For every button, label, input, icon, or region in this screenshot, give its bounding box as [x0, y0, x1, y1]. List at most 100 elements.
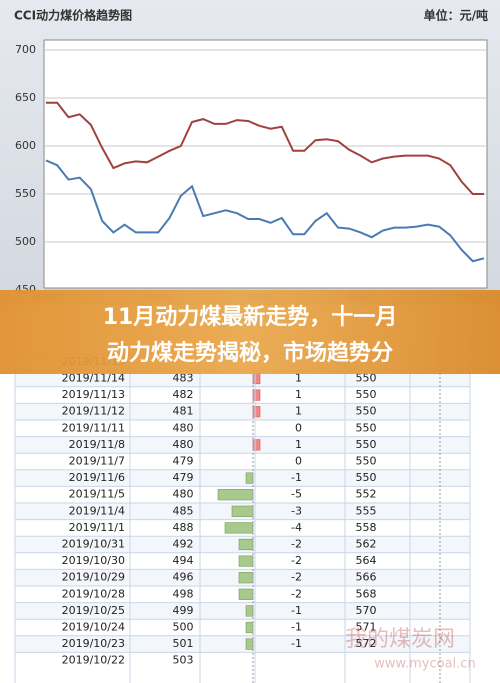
price-cell: 481: [173, 405, 194, 418]
change-cell: -2: [291, 587, 302, 600]
date-cell: 2019/11/4: [69, 504, 125, 517]
price2-cell: 570: [356, 604, 377, 617]
price-cell: 480: [173, 488, 194, 501]
date-cell: 2019/10/23: [62, 637, 125, 650]
change-cell: -3: [291, 504, 302, 517]
banner-line: 动力煤走势揭秘，市场趋势分: [107, 340, 393, 366]
row-stripe: [15, 370, 470, 387]
change-bar: [252, 406, 261, 418]
date-cell: 2019/11/7: [69, 455, 125, 468]
change-cell: -4: [291, 521, 302, 534]
banner: [0, 290, 500, 374]
price-cell: 501: [173, 637, 194, 650]
change-cell: 1: [295, 438, 302, 451]
date-cell: 2019/11/5: [69, 488, 125, 501]
price2-cell: 550: [356, 455, 377, 468]
change-cell: -2: [291, 554, 302, 567]
price-cell: 499: [173, 604, 194, 617]
date-cell: 2019/10/31: [62, 538, 125, 551]
change-bar: [252, 439, 261, 451]
y-tick-label: 650: [15, 91, 36, 104]
change-bar: [245, 638, 254, 650]
change-cell: -1: [291, 471, 302, 484]
price2-cell: 550: [356, 438, 377, 451]
price-cell: 479: [173, 471, 194, 484]
price-cell: 500: [173, 621, 194, 634]
change-cell: -2: [291, 538, 302, 551]
change-bar: [245, 472, 254, 484]
change-cell: 0: [295, 455, 302, 468]
chart-title: CCI动力煤价格趋势图: [14, 8, 132, 23]
unit-label: 单位：元/吨: [424, 8, 488, 23]
date-cell: 2019/11/14: [62, 372, 125, 385]
price-cell: 480: [173, 438, 194, 451]
price-cell: 483: [173, 372, 194, 385]
price-cell: 494: [173, 554, 194, 567]
row-stripe: [15, 469, 470, 487]
price-cell: 496: [173, 571, 194, 584]
change-bar: [238, 588, 254, 600]
date-cell: 2019/11/11: [62, 421, 125, 434]
date-cell: 2019/10/29: [62, 571, 125, 584]
price2-cell: 566: [356, 571, 377, 584]
change-bar: [252, 389, 261, 401]
price2-cell: 550: [356, 372, 377, 385]
date-cell: 2019/11/6: [69, 471, 125, 484]
change-cell: -1: [291, 604, 302, 617]
price2-cell: 571: [356, 621, 377, 634]
change-bar: [238, 538, 254, 551]
y-tick-label: 600: [15, 139, 36, 152]
change-cell: -1: [291, 621, 302, 634]
change-cell: 1: [295, 372, 302, 385]
price-cell: 479: [173, 455, 194, 468]
change-cell: -5: [291, 488, 302, 501]
date-cell: 2019/11/13: [62, 388, 125, 401]
price-cell: 488: [173, 521, 194, 534]
watermark-url: www.mycoal.cn: [374, 657, 475, 672]
series-line: [46, 101, 484, 195]
price-cell: 485: [173, 504, 194, 517]
change-bar: [224, 522, 254, 534]
change-bar: [252, 372, 261, 385]
row-stripe: [15, 602, 470, 620]
change-bar: [245, 621, 254, 634]
change-bar: [238, 555, 254, 567]
y-tick-label: 500: [15, 235, 36, 248]
y-tick-label: 550: [15, 187, 36, 200]
change-bar: [238, 572, 254, 584]
price2-cell: 550: [356, 471, 377, 484]
change-cell: -1: [291, 637, 302, 650]
date-cell: 2019/11/12: [62, 405, 125, 418]
date-cell: 2019/10/22: [62, 654, 125, 667]
price2-cell: 568: [356, 587, 377, 600]
price2-cell: 572: [356, 637, 377, 650]
change-cell: 1: [295, 405, 302, 418]
price-cell: 482: [173, 388, 194, 401]
change-cell: 0: [295, 421, 302, 434]
change-cell: -2: [291, 571, 302, 584]
price2-cell: 562: [356, 538, 377, 551]
price-cell: 492: [173, 538, 194, 551]
date-cell: 2019/11/1: [69, 521, 125, 534]
price-cell: 503: [173, 654, 194, 667]
series-line: [45, 159, 485, 263]
y-tick-label: 700: [15, 43, 36, 56]
date-cell: 2019/11/8: [69, 438, 125, 451]
date-cell: 2019/10/25: [62, 604, 125, 617]
change-bar: [245, 605, 254, 617]
price2-cell: 550: [356, 405, 377, 418]
price-cell: 480: [173, 421, 194, 434]
row-stripe: [15, 403, 470, 420]
date-cell: 2019/10/28: [62, 587, 125, 600]
plot-area: [43, 39, 488, 289]
change-cell: 1: [295, 388, 302, 401]
watermark-name: 我的煤炭网: [345, 627, 455, 652]
price2-cell: 555: [356, 504, 377, 517]
banner-line: 11月动力煤最新走势，十一月: [103, 304, 398, 330]
change-bar: [217, 489, 254, 501]
price2-cell: 552: [356, 488, 377, 501]
price-cell: 498: [173, 587, 194, 600]
date-cell: 2019/10/24: [62, 621, 125, 634]
